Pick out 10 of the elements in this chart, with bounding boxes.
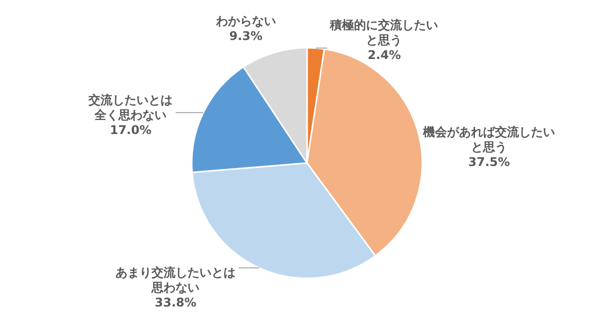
slice-label: わからない bbox=[214, 14, 276, 28]
data-label: 9.3% bbox=[229, 28, 263, 43]
data-label: 2.4% bbox=[368, 48, 401, 62]
slice-label: 交流したいとは全く思わない bbox=[88, 92, 173, 122]
slice-label: 積極的に交流したいと思う bbox=[329, 18, 438, 47]
data-label: 33.8% bbox=[154, 296, 196, 310]
data-label: 17.0% bbox=[110, 122, 152, 137]
slice-label: 機会があれば交流したいと思う bbox=[422, 125, 556, 154]
data-label: 37.5% bbox=[468, 155, 510, 170]
slice-label: あまり交流したいとは思わない bbox=[116, 266, 236, 295]
